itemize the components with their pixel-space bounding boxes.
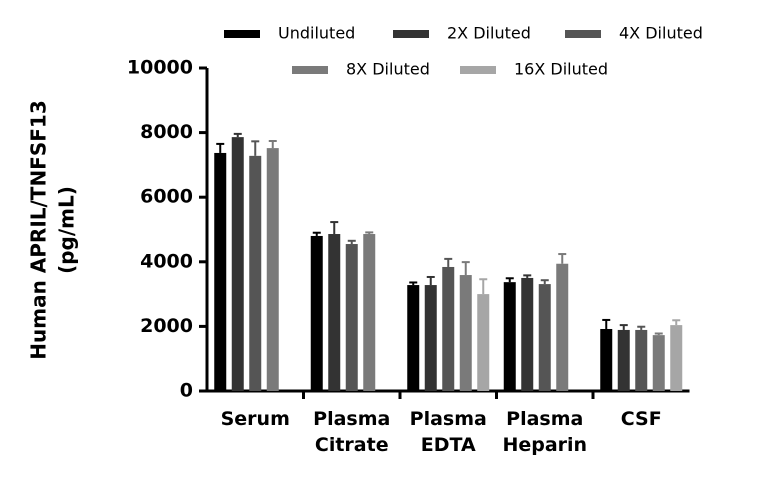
y-label-group: Human APRIL/TNFSF13 (pg/mL) [27, 100, 79, 359]
bar [600, 328, 613, 391]
bar [556, 263, 569, 391]
bar [652, 335, 665, 391]
bar [670, 325, 683, 391]
legend-label: 4X Diluted [619, 24, 703, 43]
bar [459, 275, 472, 391]
bar [249, 155, 262, 391]
bar [538, 284, 551, 391]
bar [503, 282, 516, 391]
bar [407, 285, 420, 391]
bar [328, 234, 341, 391]
bar [231, 137, 244, 391]
y-tick-label: 8000 [140, 121, 193, 143]
y-tick-label: 6000 [140, 186, 193, 208]
bar [310, 235, 323, 391]
legend-swatch [460, 66, 496, 74]
legend-label: 8X Diluted [346, 60, 430, 79]
y-tick-label: 10000 [127, 57, 193, 79]
x-tick-label: Plasma Heparin [502, 408, 588, 456]
bar [266, 148, 279, 391]
y-tick-label: 2000 [140, 315, 193, 337]
bar [363, 234, 376, 391]
bar [521, 277, 534, 391]
legend-label: Undiluted [278, 24, 355, 43]
y-axis-label: (pg/mL) [55, 186, 79, 274]
legend-label: 2X Diluted [447, 24, 531, 43]
bar [442, 266, 455, 391]
bar [635, 329, 648, 391]
x-tick-label: CSF [620, 408, 662, 430]
x-tick-label: Serum [220, 408, 290, 430]
legend-swatch [224, 30, 260, 38]
x-tick-label: Plasma EDTA [409, 408, 487, 456]
x-tick-label: Plasma Citrate [313, 408, 391, 456]
bar [477, 294, 490, 391]
bar [214, 152, 227, 391]
y-tick-label: 4000 [140, 250, 193, 272]
y-axis-label: Human APRIL/TNFSF13 [27, 100, 51, 359]
bar [345, 244, 358, 391]
bar [424, 285, 437, 391]
legend-swatch [292, 66, 328, 74]
legend-label: 16X Diluted [514, 60, 608, 79]
legend-swatch [565, 30, 601, 38]
legend-swatch [393, 30, 429, 38]
bar [617, 329, 630, 391]
y-tick-label: 0 [180, 380, 193, 402]
